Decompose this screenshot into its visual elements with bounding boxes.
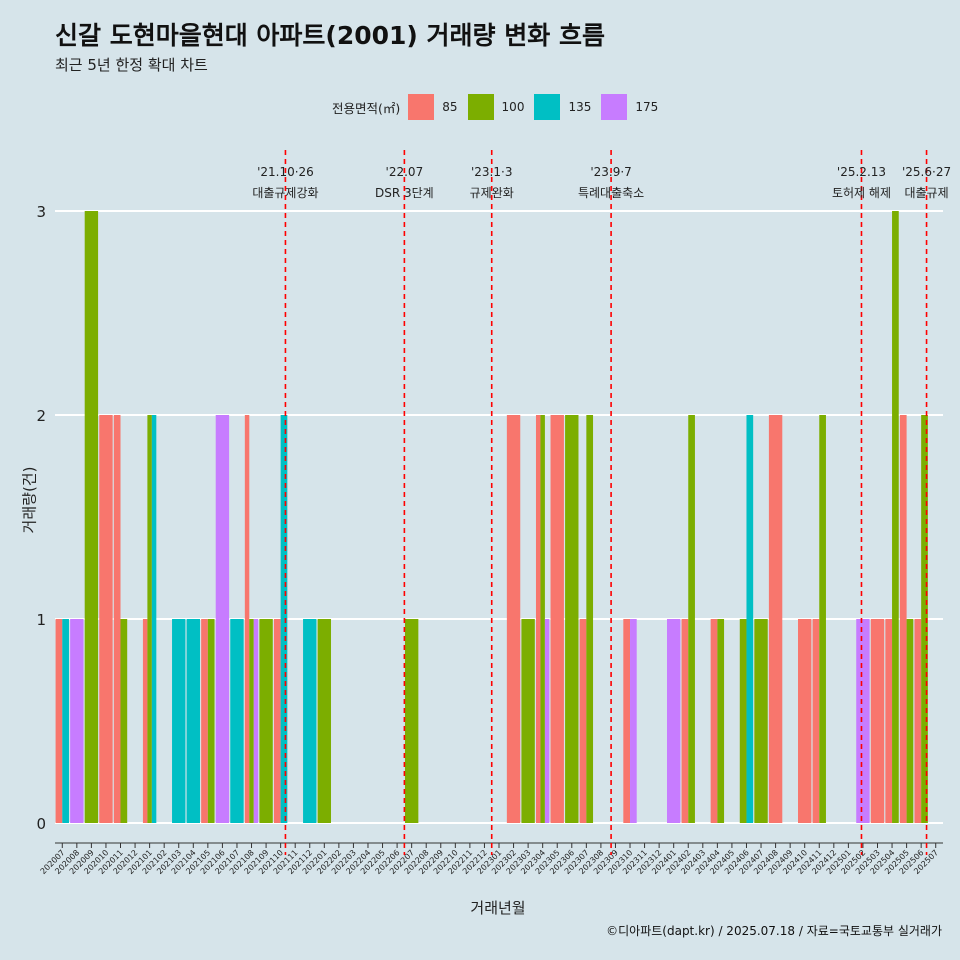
bar-202402-85 [681,619,689,823]
event-name-label: 대출규제강화 [252,186,318,200]
legend: 전용면적(㎡) 85 100 135 175 [332,93,668,121]
legend-label-135: 135 [568,100,592,114]
event-name-label: 특례대출축소 [578,186,644,200]
bar-202505-85 [899,415,907,823]
bar-202007-135 [62,619,69,823]
legend-item-135: 135 [534,94,591,120]
bar-202104-135 [186,619,200,823]
bar-202101-85 [142,619,148,823]
event-date-label: '23.9·7 [590,165,631,179]
legend-swatch-175 [601,94,628,120]
bar-202008-175 [70,619,84,823]
event-date-label: '23.1·3 [471,165,512,179]
legend-swatch-85 [408,94,435,120]
bar-202109-100 [259,619,273,823]
y-tick-label: 0 [36,815,46,833]
bar-202103-135 [172,619,186,823]
y-tick-label: 2 [36,407,46,425]
bar-202304-85 [535,415,541,823]
bar-202407-100 [754,619,768,823]
bar-202401-175 [666,619,681,823]
bar-202310-85 [623,619,631,823]
footer-credit: ©디아파트(dapt.kr) / 2025.07.18 / 자료=국토교통부 실… [606,924,942,938]
bar-202112-135 [303,619,317,823]
bar-202107-135 [230,619,244,823]
bar-202411-100 [819,415,826,823]
bar-202207-100 [404,619,419,823]
bar-202007-85 [55,619,63,823]
bar-202304-175 [544,619,550,823]
y-tick-label: 3 [36,203,46,221]
chart-title: 신갈 도현마을현대 아파트(2001) 거래량 변화 흐름 [55,21,605,50]
bar-202105-100 [207,619,215,823]
legend-label-175: 175 [635,100,659,114]
legend-label-100: 100 [501,100,525,114]
bar-202307-100 [586,415,594,823]
bar-202307-85 [579,619,587,823]
bar-202010-85 [99,415,113,823]
event-name-label: 규제완화 [470,186,514,200]
y-axis-label: 거래량(건) [20,466,39,534]
event-date-label: '25.2.13 [837,165,886,179]
legend-title: 전용면적(㎡) [332,100,401,116]
bar-202009-100 [84,211,99,823]
bar-202302-85 [506,415,521,823]
x-axis-label: 거래년월 [470,899,526,917]
event-date-label: '22.07 [386,165,424,179]
bar-202306-100 [565,415,579,823]
event-name-label: 토허제 해제 [832,186,891,200]
legend-swatch-135 [534,94,561,120]
bar-202310-175 [630,619,637,823]
bar-202304-100 [540,415,545,823]
bar-202110-135 [280,415,288,823]
bar-202408-85 [768,415,783,823]
bar-202305-85 [550,415,564,823]
bar-202110-85 [273,619,281,823]
legend-swatch-100 [467,94,494,120]
bar-202303-100 [521,619,535,823]
legend-item-100: 100 [467,94,525,120]
event-date-label: '21.10·26 [257,165,314,179]
bar-202506-100 [921,415,928,823]
bar-202108-100 [249,619,254,823]
bar-202506-85 [914,619,922,823]
bar-202101-135 [151,415,157,823]
bar-202404-100 [717,619,725,823]
bar-202504-85 [885,619,893,823]
bar-202108-85 [244,415,250,823]
bar-202402-100 [688,415,695,823]
bar-202101-100 [147,415,152,823]
event-name-label: 대출규제 [904,186,948,200]
event-name-label: DSR 3단계 [375,186,434,200]
bar-202105-85 [201,619,208,823]
bar-202503-85 [870,619,885,823]
bar-202011-85 [113,415,121,823]
bar-202504-100 [892,211,899,823]
y-tick-label: 1 [36,611,46,629]
legend-item-85: 85 [408,94,458,120]
bar-202411-85 [812,619,820,823]
bar-202011-100 [120,619,128,823]
bar-202406-100 [739,619,747,823]
bar-202201-100 [317,619,332,823]
bar-202505-100 [906,619,914,823]
event-date-label: '25.6·27 [902,165,951,179]
legend-label-85: 85 [442,100,458,114]
chart-subtitle: 최근 5년 한정 확대 차트 [55,56,208,74]
legend-item-175: 175 [601,94,658,120]
bar-202502-175 [856,619,870,823]
bar-202108-175 [253,619,259,823]
bar-202404-85 [710,619,718,823]
bar-202106-175 [215,415,230,823]
bar-202410-85 [798,619,812,823]
bar-202406-135 [746,415,754,823]
